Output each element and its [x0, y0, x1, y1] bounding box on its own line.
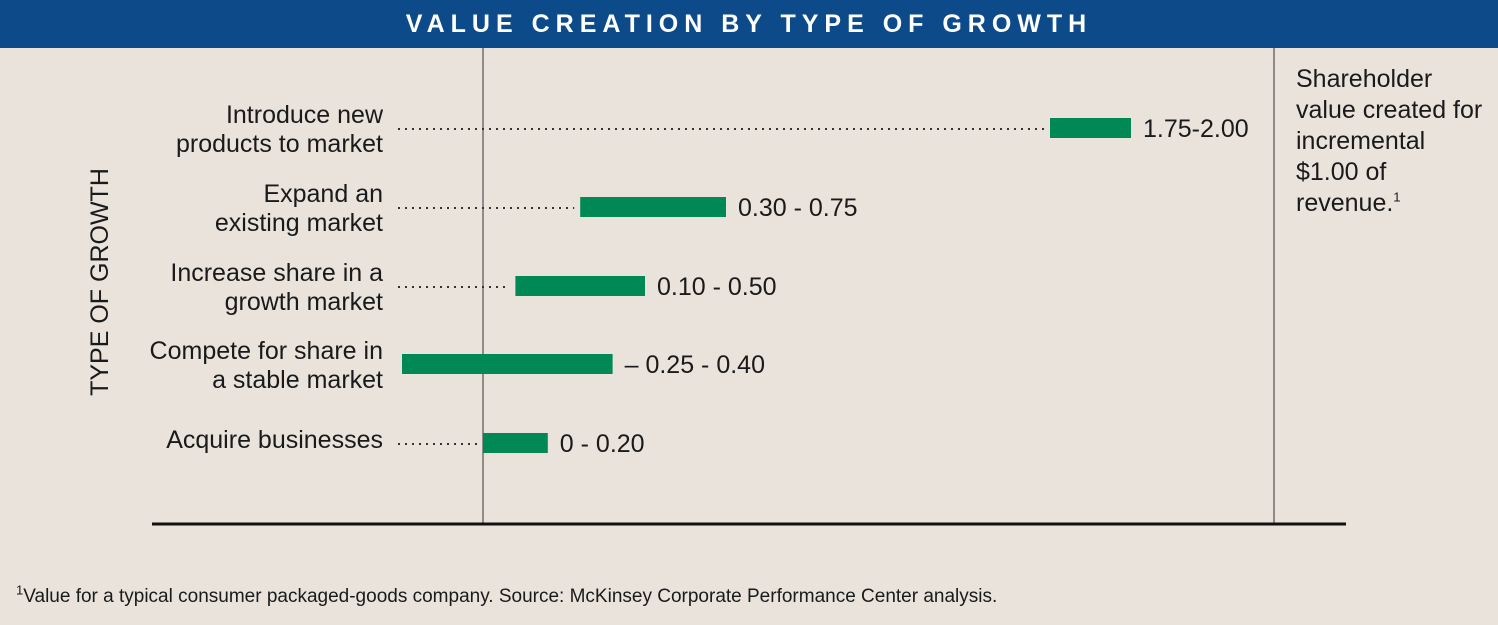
- footnote-text: Value for a typical consumer packaged-go…: [23, 586, 998, 607]
- side-note-marker: 1: [1393, 189, 1401, 205]
- range-bar: [402, 354, 613, 374]
- value-label: 0 - 0.20: [560, 430, 645, 458]
- range-bar: [483, 433, 548, 453]
- footnote: 1Value for a typical consumer packaged-g…: [16, 582, 998, 608]
- category-label: Introduce new products to market: [176, 101, 384, 158]
- category-label: Increase share in a growth market: [170, 259, 383, 316]
- value-label: 0.30 - 0.75: [738, 194, 858, 222]
- range-bar: [1050, 118, 1131, 138]
- category-label: Compete for share in a stable market: [150, 337, 383, 394]
- side-note-text: Shareholder value created for incrementa…: [1296, 65, 1483, 217]
- title-bar: VALUE CREATION BY TYPE OF GROWTH: [0, 0, 1498, 48]
- category-label: Acquire businesses: [166, 426, 383, 454]
- side-note: Shareholder value created for incrementa…: [1296, 64, 1486, 219]
- footnote-marker: 1: [16, 582, 24, 598]
- range-bar: [580, 197, 726, 217]
- chart-title: VALUE CREATION BY TYPE OF GROWTH: [405, 9, 1093, 38]
- value-label: – 0.25 - 0.40: [625, 351, 765, 379]
- value-label: 0.10 - 0.50: [657, 273, 777, 301]
- range-bar: [515, 276, 645, 296]
- y-axis-label: TYPE OF GROWTH: [86, 168, 114, 396]
- value-label: 1.75-2.00: [1143, 115, 1249, 143]
- category-label: Expand an existing market: [215, 180, 383, 237]
